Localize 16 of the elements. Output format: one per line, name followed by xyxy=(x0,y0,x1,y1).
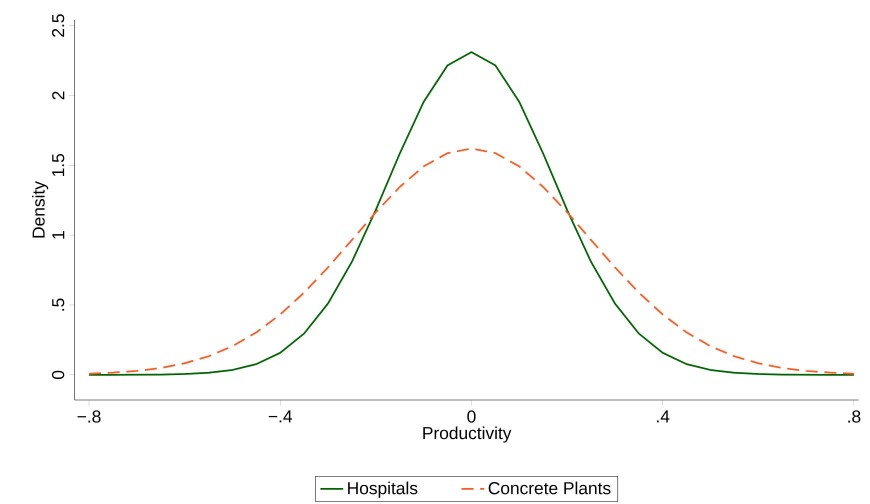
y-tick-label: 1.5 xyxy=(52,154,64,176)
x-tick-label: .8 xyxy=(848,410,860,423)
y-tick-label: .5 xyxy=(52,298,64,311)
x-tick-label: −.8 xyxy=(78,410,101,423)
y-axis-title: Density xyxy=(32,181,48,238)
y-tick-label: 1 xyxy=(52,231,64,239)
legend-label: Hospitals xyxy=(348,482,418,498)
legend-label: Concrete Plants xyxy=(488,482,610,494)
y-tick-label: 2.5 xyxy=(52,14,64,37)
x-axis-title: Productivity xyxy=(423,426,512,443)
x-tick-label: −.4 xyxy=(268,410,292,422)
y-tick-label: 2 xyxy=(52,92,64,100)
y-tick-label: 0 xyxy=(52,370,64,380)
line-series xyxy=(88,148,855,375)
x-tick-label: .4 xyxy=(657,410,670,422)
x-tick-label: 0 xyxy=(467,410,476,423)
